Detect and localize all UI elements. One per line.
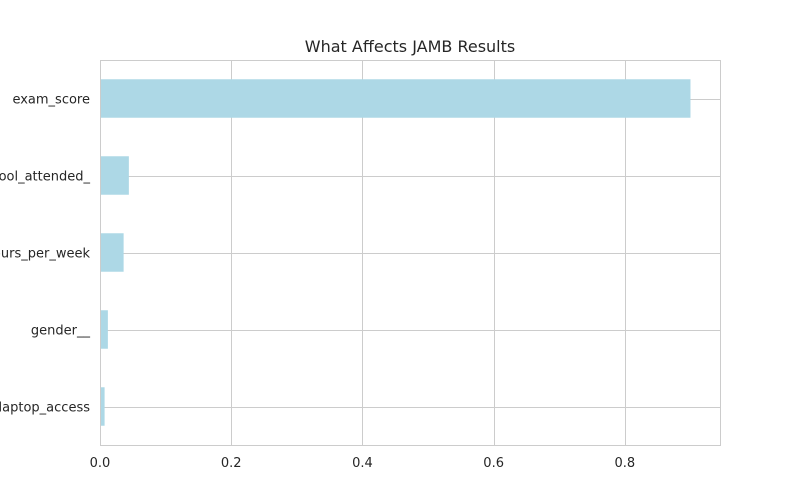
y-tick-label: hours_per_week xyxy=(0,247,90,262)
x-tick-label: 0.2 xyxy=(221,456,242,471)
y-tick-label: exam_score xyxy=(12,93,90,108)
x-tick-label: 0.8 xyxy=(615,456,636,471)
x-tick-label: 0.4 xyxy=(352,456,373,471)
bar-laptop-access xyxy=(100,387,105,426)
chart-title: What Affects JAMB Results xyxy=(305,37,515,56)
bar-school-attended xyxy=(100,156,129,195)
x-tick-label: 0.0 xyxy=(90,456,111,471)
y-tick-label: gender__ xyxy=(31,324,91,339)
y-tick-label: school_attended_ xyxy=(0,170,90,185)
bar-gender xyxy=(100,310,108,349)
plot-frame xyxy=(100,60,721,446)
y-tick-labels: exam_score school_attended_ hours_per_week… xyxy=(0,93,90,416)
x-tick-label: 0.6 xyxy=(483,456,504,471)
bars xyxy=(100,79,691,426)
bar-hours-per-week xyxy=(100,233,124,272)
bar-exam-score xyxy=(100,79,691,118)
x-tick-labels: 0.0 0.2 0.4 0.6 0.8 xyxy=(90,456,636,471)
y-tick-label: laptop_access xyxy=(0,401,90,416)
